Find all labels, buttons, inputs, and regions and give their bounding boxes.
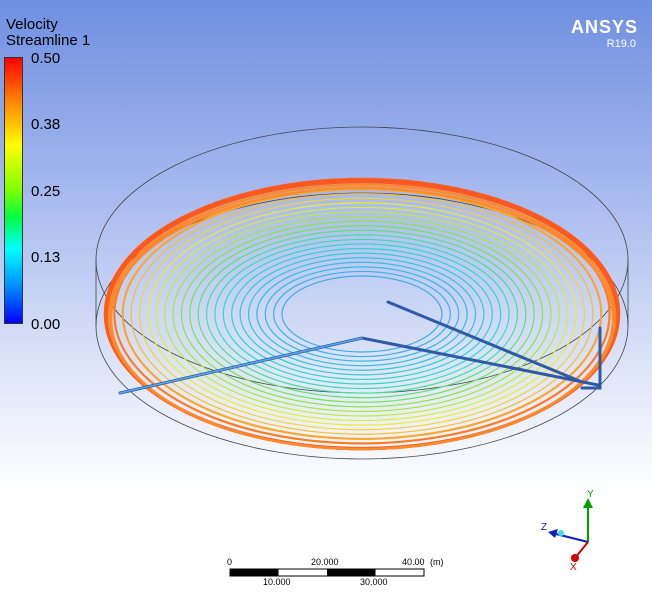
- streamline-ring: [256, 261, 468, 367]
- streamline-ring: [247, 257, 477, 371]
- y-axis-label: Y: [587, 489, 594, 500]
- z-axis-arrow: [548, 529, 558, 538]
- scale-label: 20.000: [311, 557, 339, 567]
- scale-label: 10.000: [263, 577, 291, 587]
- legend-title: Velocity: [6, 16, 58, 33]
- x-axis-label: X: [570, 562, 577, 573]
- streamline-ring: [121, 188, 603, 440]
- version-label: R19.0: [606, 38, 636, 50]
- legend-tick: 0.25: [31, 183, 61, 200]
- streamline-ring: [231, 247, 493, 381]
- scale-label: 40.00: [402, 557, 425, 567]
- outlet-pipe: [386, 300, 584, 384]
- z-axis-label: Z: [541, 522, 547, 533]
- scale-unit: (m): [430, 557, 444, 567]
- streamline-ring: [273, 270, 451, 358]
- streamline-ring: [130, 193, 594, 435]
- y-axis-arrow: [583, 498, 593, 508]
- streamline-ring: [281, 275, 443, 353]
- pipes: [118, 300, 602, 395]
- streamline-ring: [172, 215, 552, 413]
- streamline-ring: [197, 229, 527, 399]
- color-legend-bar: [4, 57, 23, 324]
- axis-triad: Y Z X: [541, 489, 594, 573]
- ansys-logo: ANSYS: [570, 17, 638, 37]
- legend-tick: 0.13: [31, 249, 61, 266]
- tank-bottom-rim: [95, 192, 629, 460]
- streamline-ring: [155, 206, 569, 422]
- scale-label: 0: [227, 557, 232, 567]
- streamline-ring: [180, 220, 544, 408]
- streamline-ring-outer: [109, 186, 615, 451]
- streamline-ring: [164, 211, 560, 417]
- scale-bar: 0 20.000 40.00 (m) 10.000 30.000: [227, 557, 444, 587]
- vertical-pipe: [580, 326, 602, 390]
- streamline-ring: [239, 252, 485, 376]
- tank-outline: [95, 126, 629, 460]
- inlet-pipe-highlight: [119, 337, 363, 394]
- streamline-ring: [205, 234, 519, 394]
- triad-origin: [558, 530, 564, 536]
- tank-top-rim: [95, 126, 629, 394]
- legend-subtitle: Streamline 1: [6, 32, 91, 49]
- streamline-ring: [214, 238, 510, 390]
- streamline-ring: [222, 243, 502, 385]
- streamlines: [103, 177, 621, 451]
- streamline-ring: [189, 225, 535, 403]
- legend-tick-min: 0.00: [31, 316, 61, 333]
- x-axis-marker: [571, 554, 579, 562]
- streamline-ring: [147, 202, 577, 426]
- streamline-ring: [264, 266, 460, 362]
- legend-tick: 0.38: [31, 116, 61, 133]
- legend-tick-max: 0.50: [31, 50, 61, 67]
- scale-label: 30.000: [360, 577, 388, 587]
- streamline-ring: [138, 197, 586, 431]
